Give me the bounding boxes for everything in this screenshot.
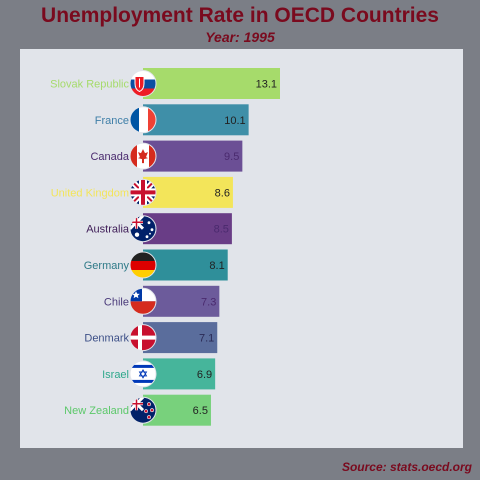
value-label-germany: 8.1 <box>209 260 224 272</box>
value-label-united-kingdom: 8.6 <box>215 187 230 199</box>
bar-slovak-republic <box>143 68 280 99</box>
value-label-canada: 9.5 <box>224 151 239 163</box>
bar-australia <box>143 213 232 245</box>
category-label-germany: Germany <box>84 260 130 272</box>
category-label-united-kingdom: United Kingdom <box>51 187 129 199</box>
value-label-chile: 7.3 <box>201 296 216 308</box>
germany-flag-icon <box>129 251 157 279</box>
category-label-israel: Israel <box>102 369 129 381</box>
value-label-slovak-republic: 13.1 <box>256 79 277 91</box>
uk-flag-icon <box>129 178 157 206</box>
value-label-denmark: 7.1 <box>199 333 214 345</box>
category-label-chile: Chile <box>104 296 129 308</box>
bar-france <box>143 104 249 136</box>
category-label-denmark: Denmark <box>84 333 129 345</box>
bar-germany <box>143 249 228 281</box>
chile-flag-icon <box>129 287 157 315</box>
category-label-canada: Canada <box>90 151 129 163</box>
france-flag-icon <box>129 106 157 134</box>
australia-flag-icon <box>129 215 157 243</box>
denmark-flag-icon <box>129 324 157 352</box>
category-label-slovak-republic: Slovak Republic <box>50 79 129 91</box>
value-label-new-zealand: 6.5 <box>193 405 208 417</box>
value-label-australia: 8.5 <box>214 224 229 236</box>
new-zealand-flag-icon <box>129 396 157 424</box>
israel-flag-icon <box>129 360 157 388</box>
canada-flag-icon <box>129 142 157 170</box>
bar-canada <box>143 140 243 172</box>
category-label-australia: Australia <box>86 224 130 236</box>
slovakia-flag-icon <box>129 70 157 97</box>
source-note: Source: stats.oecd.org <box>341 460 472 474</box>
category-label-france: France <box>95 115 129 127</box>
value-label-france: 10.1 <box>224 115 245 127</box>
chart-title: Unemployment Rate in OECD Countries <box>41 4 439 27</box>
value-label-israel: 6.9 <box>197 369 212 381</box>
chart-subtitle: Year: 1995 <box>205 29 275 45</box>
category-label-new-zealand: New Zealand <box>64 405 129 417</box>
bar-united-kingdom <box>143 176 233 208</box>
